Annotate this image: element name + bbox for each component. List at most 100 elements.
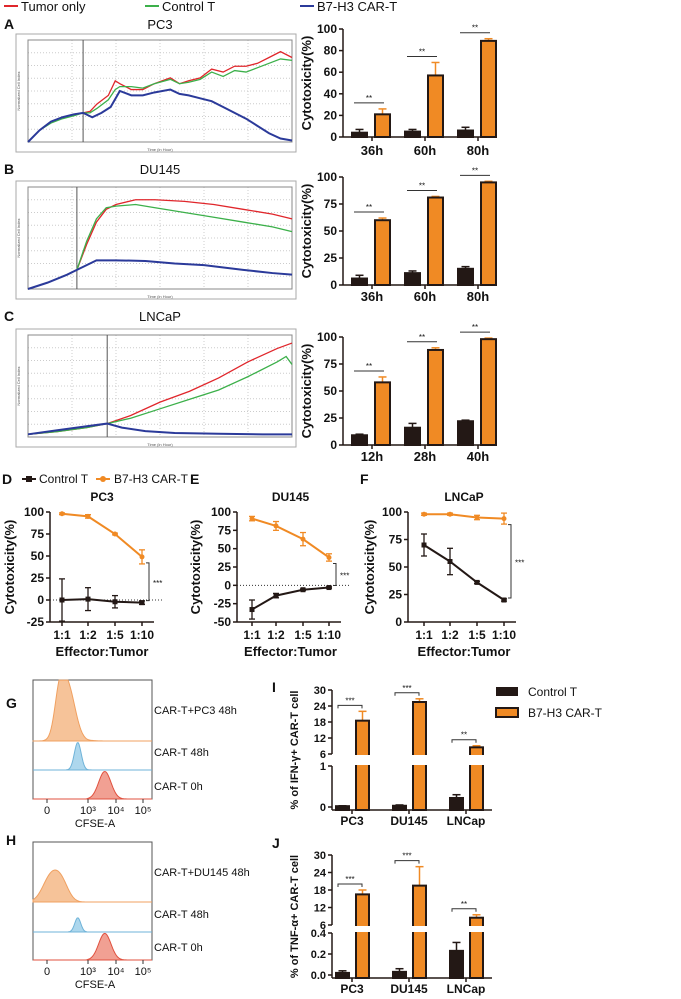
significance-label: *** (345, 875, 354, 884)
track-label: CAR-T 0h (154, 781, 203, 793)
bar-car-t (427, 74, 444, 139)
significance-label: *** (153, 579, 162, 588)
x-tick-label: LNCap (447, 982, 486, 996)
significance-bracket (333, 562, 337, 587)
series-line-control-t (251, 586, 330, 611)
x-tick-label: 1:2 (267, 628, 285, 642)
x-tick-label: 12h (361, 449, 383, 464)
chart-title: DU145 (140, 162, 180, 177)
x-axis-label: Effector:Tumor (244, 644, 337, 659)
bar-control-t (335, 971, 350, 980)
significance-label: ** (419, 47, 425, 56)
data-point-car-t (501, 516, 507, 522)
data-point-control-t (249, 607, 255, 613)
y-tick-label: 50 (31, 549, 45, 563)
x-tick-label: 80h (467, 143, 489, 158)
bar-car-t (427, 348, 444, 446)
x-tick-label: 10⁵ (135, 966, 152, 978)
y-tick-label: 20 (324, 108, 338, 122)
y-axis-label: Normalized Cell Index (16, 218, 21, 257)
y-tick-label: 0 (330, 438, 337, 452)
data-point-car-t (300, 536, 306, 542)
x-axis-label: CFSE-A (75, 818, 116, 830)
bar-control-t (457, 420, 474, 446)
series-line-control-t (61, 598, 143, 604)
series-line-control-t (423, 544, 505, 601)
data-point-car-t (59, 511, 65, 517)
legend-swatch-car-t (495, 707, 519, 718)
significance-label: ** (419, 181, 425, 190)
x-tick-label: 1:1 (53, 628, 71, 642)
significance-bracket (394, 860, 420, 864)
x-tick-label: 60h (414, 143, 436, 158)
y-tick-label: 50 (324, 384, 338, 398)
data-point-car-t (249, 516, 255, 522)
axis-break-gap (411, 926, 428, 932)
significance-label: ** (419, 333, 425, 342)
data-point-car-t (421, 511, 427, 517)
x-tick-label: PC3 (340, 814, 364, 828)
bar-control-t (335, 805, 350, 811)
x-tick-label: 0 (44, 805, 50, 817)
x-axis-label: CFSE-A (75, 979, 116, 991)
significance-label: ** (461, 900, 467, 909)
x-tick-label: PC3 (340, 982, 364, 996)
y-tick-label: 25 (324, 251, 338, 265)
y-tick-label: -25 (214, 597, 232, 611)
bar-control-t (404, 272, 421, 286)
series-line-b7-h3-car-t (27, 422, 292, 436)
series-line-control-t (27, 58, 293, 143)
axis-break-gap (468, 926, 485, 932)
y-axis-label: Cytotoxicity(%) (299, 344, 314, 439)
y-tick-label: 75 (31, 527, 45, 541)
bar-control-t (404, 426, 421, 447)
data-point-car-t (273, 523, 279, 529)
panel-label-i: I (272, 679, 276, 695)
data-point-control-t (326, 585, 332, 591)
x-tick-label: 1:1 (415, 628, 433, 642)
y-tick-label: 60 (324, 65, 338, 79)
series-line-b7-h3-car-t (27, 259, 293, 290)
chart-title: LNCaP (444, 490, 483, 504)
bar-control-t (351, 131, 368, 138)
bar-control-t (457, 129, 474, 139)
y-axis-label: % of IFN-γ+ CAR-T cell (289, 691, 301, 810)
y-axis-label: Cytotoxicity(%) (188, 520, 203, 615)
significance-label: ** (366, 203, 372, 212)
bar-car-t (355, 893, 370, 979)
legend-swatch-control-t (496, 687, 518, 696)
panel-label-j: J (272, 835, 280, 851)
panel-label-c: C (4, 308, 14, 324)
y-tick-label: 100 (382, 505, 402, 519)
significance-bracket (394, 692, 420, 696)
track-label: CAR-T 48h (154, 909, 209, 921)
y-tick-label: 0 (395, 615, 402, 629)
y-tick-label: 18 (314, 885, 326, 897)
x-tick-label: DU145 (390, 814, 428, 828)
x-tick-label: 40h (467, 449, 489, 464)
y-tick-label: 0.2 (311, 949, 326, 961)
data-point-control-t (501, 597, 507, 603)
significance-label: ** (366, 94, 372, 103)
data-point-car-t (85, 513, 91, 519)
panel-label-d: D (2, 471, 12, 487)
y-tick-label: 100 (317, 22, 337, 36)
x-tick-label: 1:2 (441, 628, 459, 642)
x-tick-label: 10³ (80, 966, 96, 978)
y-tick-label: 100 (317, 330, 337, 344)
significance-label: *** (402, 684, 411, 693)
bar-car-t (374, 381, 391, 446)
significance-bracket (146, 562, 150, 602)
x-tick-label: 1:5 (468, 628, 486, 642)
significance-bracket (451, 739, 477, 743)
bar-car-t (480, 338, 497, 446)
y-tick-label: 100 (24, 505, 44, 519)
significance-bracket (451, 908, 477, 912)
bar-control-t (449, 949, 464, 979)
y-tick-label: 75 (324, 197, 338, 211)
chart-title: LNCaP (139, 309, 181, 324)
x-tick-label: 1:10 (492, 628, 516, 642)
data-point-control-t (474, 579, 480, 585)
track-label: CAR-T 48h (154, 747, 209, 759)
track-label: CAR-T 0h (154, 942, 203, 954)
